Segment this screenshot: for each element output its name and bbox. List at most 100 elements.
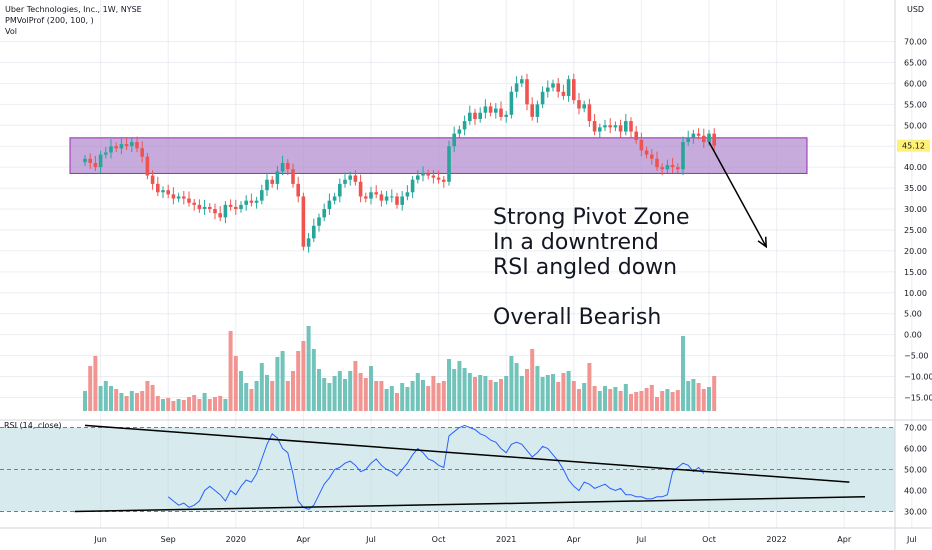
candle-body[interactable] bbox=[228, 204, 233, 207]
candle-body[interactable] bbox=[499, 108, 503, 117]
candle-body[interactable] bbox=[124, 144, 129, 147]
candle-body[interactable] bbox=[436, 177, 441, 180]
candle-body[interactable] bbox=[660, 167, 664, 170]
candle-body[interactable] bbox=[676, 167, 680, 170]
candle-body[interactable] bbox=[187, 198, 191, 203]
candle-body[interactable] bbox=[603, 125, 607, 128]
candle-body[interactable] bbox=[192, 202, 196, 205]
candle-body[interactable] bbox=[322, 209, 326, 218]
candlestick-series[interactable] bbox=[83, 73, 716, 253]
candle-body[interactable] bbox=[88, 158, 92, 163]
candle-body[interactable] bbox=[260, 190, 264, 201]
candle-body[interactable] bbox=[369, 192, 373, 199]
candle-body[interactable] bbox=[150, 175, 155, 184]
candle-body[interactable] bbox=[535, 104, 540, 117]
candle-body[interactable] bbox=[681, 142, 685, 170]
candle-body[interactable] bbox=[239, 204, 243, 210]
candle-body[interactable] bbox=[577, 100, 581, 109]
candle-body[interactable] bbox=[608, 125, 612, 128]
candle-body[interactable] bbox=[275, 171, 280, 184]
candle-body[interactable] bbox=[655, 158, 659, 168]
candle-body[interactable] bbox=[145, 156, 150, 176]
candle-body[interactable] bbox=[644, 150, 649, 155]
candle-body[interactable] bbox=[343, 179, 347, 184]
candle-body[interactable] bbox=[301, 196, 306, 247]
candle-body[interactable] bbox=[348, 175, 352, 180]
indicator-pmvolprof-label[interactable]: PMVolProf (200, 100, ) bbox=[5, 16, 94, 25]
candle-body[interactable] bbox=[98, 154, 103, 168]
candle-body[interactable] bbox=[488, 106, 493, 113]
candle-body[interactable] bbox=[182, 196, 186, 199]
bearish-arrow-line[interactable] bbox=[708, 141, 767, 248]
candle-body[interactable] bbox=[702, 135, 706, 143]
price-axis[interactable]: 70.0065.0060.0055.0050.0045.0040.0035.00… bbox=[897, 38, 932, 403]
candle-body[interactable] bbox=[119, 144, 124, 149]
candle-body[interactable] bbox=[244, 200, 248, 205]
candle-body[interactable] bbox=[514, 83, 519, 92]
candle-body[interactable] bbox=[592, 121, 597, 132]
candle-body[interactable] bbox=[530, 104, 534, 117]
time-axis[interactable]: Jun Sep 2020 Apr Jul Oct 2021 Apr Jul Oct 2022 Apr J… bbox=[93, 535, 916, 544]
candle-body[interactable] bbox=[197, 204, 202, 210]
candle-body[interactable] bbox=[114, 146, 118, 149]
candle-body[interactable] bbox=[665, 165, 670, 170]
candle-body[interactable] bbox=[696, 133, 701, 136]
candle-body[interactable] bbox=[613, 125, 618, 128]
candle-body[interactable] bbox=[140, 148, 144, 157]
candle-body[interactable] bbox=[582, 104, 586, 109]
candle-body[interactable] bbox=[691, 133, 696, 138]
candle-body[interactable] bbox=[265, 179, 269, 191]
candle-body[interactable] bbox=[135, 142, 139, 149]
rsi-pane[interactable] bbox=[0, 424, 895, 512]
candle-body[interactable] bbox=[296, 183, 300, 197]
candle-body[interactable] bbox=[306, 238, 311, 247]
candle-body[interactable] bbox=[566, 79, 571, 96]
candle-body[interactable] bbox=[223, 204, 228, 218]
rsi-ascending-trendline[interactable] bbox=[74, 496, 866, 513]
candle-body[interactable] bbox=[618, 125, 623, 132]
candle-body[interactable] bbox=[234, 206, 238, 210]
trendlines[interactable] bbox=[74, 141, 866, 513]
candle-body[interactable] bbox=[286, 162, 290, 170]
candle-body[interactable] bbox=[504, 114, 508, 117]
candle-body[interactable] bbox=[384, 196, 389, 201]
candle-body[interactable] bbox=[166, 190, 170, 195]
candle-body[interactable] bbox=[624, 121, 628, 132]
candle-body[interactable] bbox=[400, 196, 404, 205]
candle-body[interactable] bbox=[431, 175, 436, 178]
candle-body[interactable] bbox=[390, 196, 394, 198]
indicator-volume-label[interactable]: Vol bbox=[5, 27, 17, 36]
candle-body[interactable] bbox=[317, 217, 321, 226]
candle-body[interactable] bbox=[462, 121, 467, 130]
candle-body[interactable] bbox=[468, 112, 472, 122]
candle-body[interactable] bbox=[572, 79, 576, 101]
candle-body[interactable] bbox=[598, 127, 602, 132]
candle-body[interactable] bbox=[546, 87, 550, 92]
candle-body[interactable] bbox=[442, 179, 446, 182]
candle-body[interactable] bbox=[249, 200, 254, 203]
candle-body[interactable] bbox=[473, 112, 477, 119]
candle-body[interactable] bbox=[540, 91, 545, 105]
candle-body[interactable] bbox=[551, 83, 555, 88]
candle-body[interactable] bbox=[218, 213, 222, 218]
candle-body[interactable] bbox=[712, 133, 716, 146]
candle-body[interactable] bbox=[416, 175, 420, 180]
candle-body[interactable] bbox=[410, 179, 415, 193]
candle-body[interactable] bbox=[176, 196, 181, 199]
candle-body[interactable] bbox=[312, 225, 316, 239]
candle-body[interactable] bbox=[332, 196, 337, 201]
candle-body[interactable] bbox=[104, 152, 108, 155]
candle-body[interactable] bbox=[426, 173, 430, 176]
candle-body[interactable] bbox=[270, 179, 274, 184]
candle-body[interactable] bbox=[639, 139, 644, 151]
candle-body[interactable] bbox=[83, 158, 87, 163]
candle-body[interactable] bbox=[171, 194, 176, 199]
candle-body[interactable] bbox=[353, 175, 358, 182]
rsi-line[interactable] bbox=[167, 424, 705, 510]
candle-body[interactable] bbox=[686, 137, 690, 143]
candle-body[interactable] bbox=[374, 192, 378, 195]
candle-body[interactable] bbox=[421, 173, 425, 176]
candle-body[interactable] bbox=[650, 154, 654, 159]
candle-body[interactable] bbox=[447, 146, 451, 182]
